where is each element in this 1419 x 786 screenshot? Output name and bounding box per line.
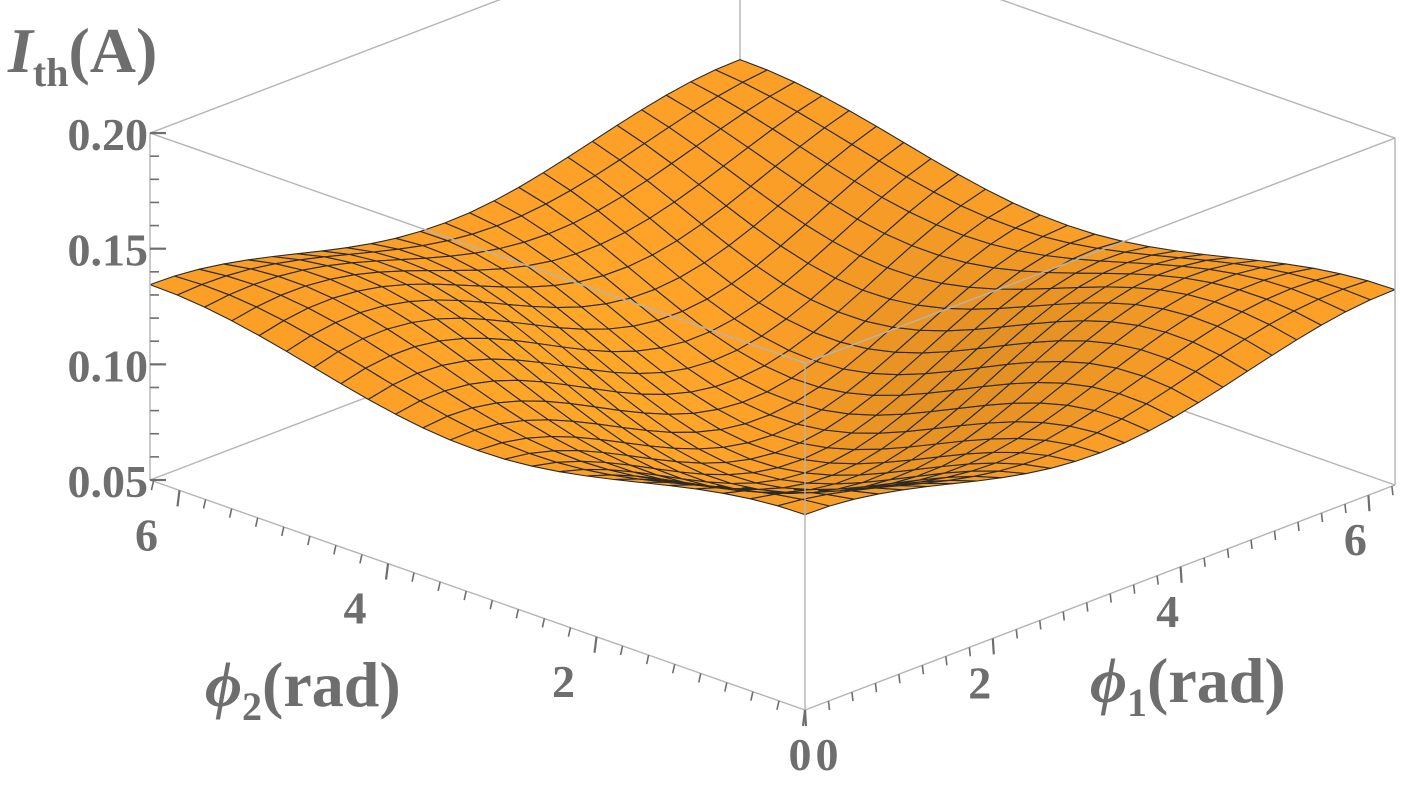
phi1-tick — [1015, 629, 1019, 639]
phi1-tick — [968, 647, 972, 657]
phi2-tick — [176, 490, 181, 507]
axis-ticks — [150, 131, 1394, 727]
phi2-tick — [384, 563, 390, 580]
phi2-tick — [567, 627, 572, 637]
phi2-tick — [645, 654, 650, 665]
phi2-tick — [228, 508, 233, 518]
box-edge-front-left — [149, 479, 806, 711]
phi1-tick — [1203, 557, 1206, 567]
phi1-tick — [1344, 503, 1347, 514]
phi1-tick — [1367, 495, 1371, 512]
phi2-tick — [697, 673, 702, 683]
phi2-tick — [254, 517, 259, 527]
phi1-tick — [1109, 593, 1112, 603]
phi1-tick — [1062, 611, 1066, 621]
phi1-tick — [851, 692, 854, 702]
z-tick-label: 0.10 — [68, 340, 149, 391]
phi2-tick — [280, 526, 285, 537]
phi1-tick — [898, 674, 901, 684]
phi1-tick — [1038, 620, 1042, 630]
phi2-tick — [750, 691, 754, 701]
phi2-tick — [202, 499, 207, 509]
phi2-tick-label: 0 — [789, 729, 812, 780]
phi2-tick — [150, 481, 155, 491]
surface-mesh — [149, 59, 1396, 516]
phi1-tick-label: 6 — [1344, 514, 1367, 565]
phi1-tick — [1273, 530, 1277, 541]
phi2-tick-label: 2 — [552, 656, 575, 707]
phi2-tick — [333, 545, 337, 555]
phi1-tick — [874, 683, 878, 693]
phi1-tick — [1391, 486, 1394, 496]
phi1-tick — [827, 700, 831, 711]
phi1-tick — [1226, 548, 1230, 558]
phi1-tick — [1297, 521, 1300, 532]
phi1-tick — [1156, 575, 1159, 585]
phi1-axis-title: ϕ1(rad) — [1090, 645, 1286, 725]
phi1-tick-label: 2 — [968, 657, 991, 708]
phi2-tick — [776, 700, 780, 711]
phi2-tick — [307, 535, 311, 546]
phi1-tick-label: 4 — [1156, 586, 1179, 637]
z-axis-title: Ith(A) — [7, 15, 157, 95]
phi2-tick — [541, 618, 546, 628]
phi2-axis-title: ϕ2(rad) — [205, 649, 401, 729]
phi1-tick — [1179, 566, 1183, 583]
phi2-tick — [437, 581, 441, 592]
box-edge-top-right — [999, 0, 1396, 139]
box-edge-front-right — [804, 484, 1396, 711]
phi2-tick-label: 4 — [344, 583, 367, 634]
phi1-tick-label: 0 — [816, 729, 839, 780]
phi1-tick — [991, 638, 995, 655]
phi2-tick-label: 6 — [135, 509, 158, 560]
phi2-tick — [463, 590, 467, 601]
z-tick-label: 0.05 — [68, 456, 149, 507]
box-edge-top-left — [149, 0, 501, 134]
surface-cell — [1342, 280, 1396, 301]
phi2-tick — [515, 609, 520, 619]
box-edge-top-front-right — [804, 137, 1396, 364]
z-tick-label: 0.20 — [68, 109, 149, 160]
phi1-tick — [1132, 584, 1136, 594]
phi1-tick — [921, 665, 925, 675]
phi2-tick — [359, 554, 363, 564]
phi2-tick — [671, 664, 676, 674]
z-tick-label: 0.15 — [68, 225, 149, 276]
phi1-tick — [945, 656, 948, 666]
phi2-tick — [411, 572, 415, 582]
box-edge-top-front-left — [149, 132, 806, 364]
phi1-tick — [1250, 539, 1253, 549]
phi1-tick — [1085, 602, 1089, 612]
bounding-box-front — [149, 132, 1396, 711]
phi2-tick — [724, 682, 728, 692]
phi2-tick — [593, 636, 598, 653]
phi2-tick — [801, 709, 807, 727]
phi2-tick — [619, 645, 624, 656]
phi2-tick — [489, 600, 494, 610]
phi1-tick — [1320, 512, 1324, 523]
